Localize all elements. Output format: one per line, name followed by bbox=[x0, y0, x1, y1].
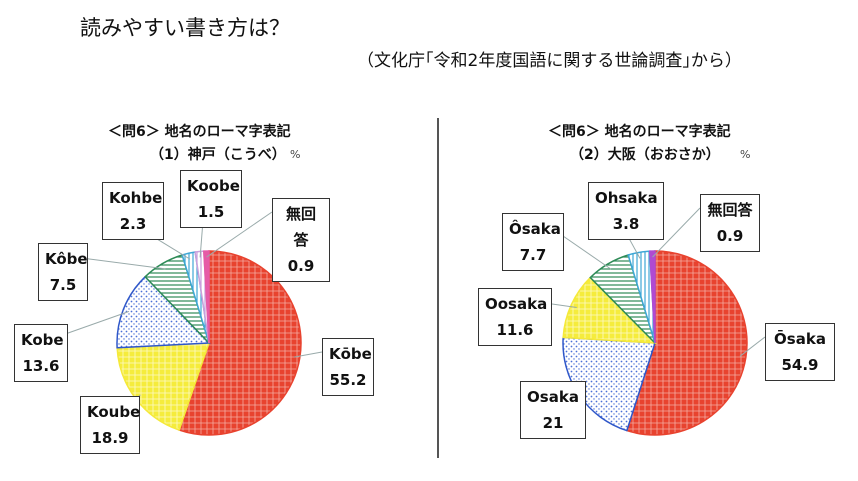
chart-2-slice-2 bbox=[562, 276, 657, 344]
chart-1-label-no-answer: 無回答 0.9 bbox=[272, 198, 330, 282]
chart-2-label-ohsaka: Ohsaka 3.8 bbox=[588, 182, 664, 240]
source-note: （文化庁｢令和2年度国語に関する世論調査｣から） bbox=[357, 51, 742, 71]
chart-2-unit: % bbox=[740, 148, 751, 161]
chart-2-slice-3 bbox=[589, 254, 656, 344]
chart-2-label-no-answer: 無回答 0.9 bbox=[700, 194, 760, 252]
chart-2-label-osaka-macron: Ōsaka 54.9 bbox=[765, 323, 835, 381]
chart-1-leader-0 bbox=[293, 351, 323, 358]
chart-2-label-oosaka: Oosaka 11.6 bbox=[478, 288, 552, 346]
chart-1-slice-2 bbox=[116, 275, 211, 349]
chart-2-leader-0 bbox=[739, 336, 766, 357]
chart-2-slice-4 bbox=[627, 250, 656, 344]
chart-1-title: ＜問6＞ 地名のローマ字表記 bbox=[108, 124, 291, 140]
chart-1-label-koube: Koube 18.9 bbox=[80, 396, 140, 454]
chart-1-label-kobe: Kobe 13.6 bbox=[14, 324, 68, 382]
chart-2-subtitle: （2）大阪（おおさか） bbox=[570, 147, 720, 163]
chart-1-label-kobe-circumflex: Kôbe 7.5 bbox=[38, 243, 88, 301]
main-title: 読みやすい書き方は？ bbox=[80, 16, 290, 40]
chart-1-label-koobe: Koobe 1.5 bbox=[180, 170, 242, 228]
chart-2-label-osaka-circumflex: Ôsaka 7.7 bbox=[502, 213, 564, 271]
chart-1-slice-4 bbox=[181, 251, 210, 344]
chart-divider bbox=[437, 118, 439, 458]
chart-1-unit: % bbox=[290, 148, 301, 161]
chart-2-slice-5 bbox=[649, 250, 656, 344]
chart-1-slice-6 bbox=[203, 250, 210, 344]
chart-1-slice-3 bbox=[144, 254, 210, 344]
chart-1-label-kohbe: Kohbe 2.3 bbox=[102, 182, 164, 240]
chart-2-title: ＜問6＞ 地名のローマ字表記 bbox=[548, 124, 731, 140]
chart-2-label-osaka: Osaka 21 bbox=[520, 381, 586, 439]
chart-1-slice-5 bbox=[194, 250, 210, 344]
chart-2-slice-0 bbox=[625, 250, 748, 436]
chart-1-subtitle: （1）神戸（こうべ） bbox=[150, 147, 286, 163]
chart-1-label-kobe-macron: Kōbe 55.2 bbox=[322, 338, 374, 396]
